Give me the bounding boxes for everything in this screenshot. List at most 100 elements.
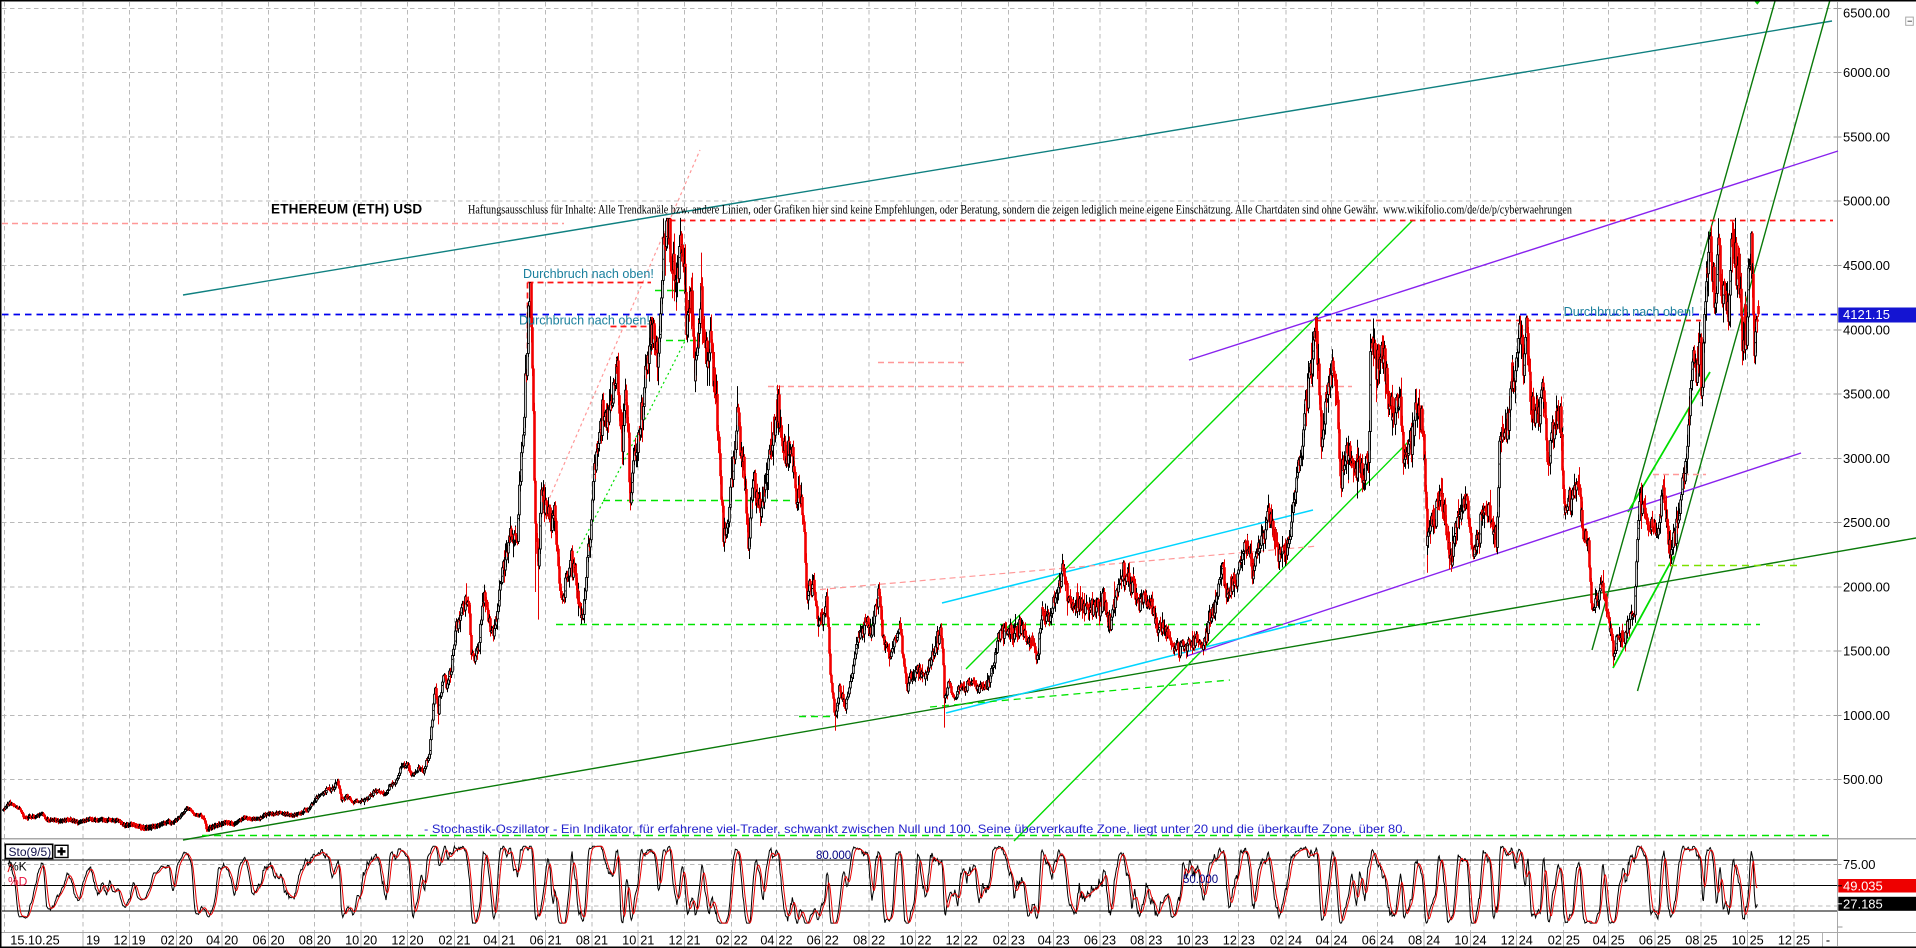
- svg-text:06: 06: [252, 933, 266, 947]
- svg-text:10: 10: [899, 933, 913, 947]
- svg-text:06: 06: [807, 933, 821, 947]
- svg-text:6500.00: 6500.00: [1843, 6, 1890, 21]
- svg-text:24: 24: [1380, 933, 1394, 947]
- svg-text:22: 22: [734, 933, 748, 947]
- svg-text:08: 08: [299, 933, 313, 947]
- svg-text:25: 25: [1750, 933, 1764, 947]
- svg-text:06: 06: [1084, 933, 1098, 947]
- svg-text:50.000: 50.000: [1183, 874, 1218, 886]
- svg-text:2000.00: 2000.00: [1843, 579, 1890, 594]
- svg-text:12: 12: [668, 933, 682, 947]
- svg-text:3000.00: 3000.00: [1843, 451, 1890, 466]
- svg-text:%D: %D: [8, 875, 28, 889]
- svg-text:49.035: 49.035: [1843, 878, 1883, 893]
- svg-text:- Stochastik-Oszillator - Ein: - Stochastik-Oszillator - Ein Indikator,…: [424, 822, 1406, 836]
- svg-text:23: 23: [1011, 933, 1025, 947]
- svg-text:5000.00: 5000.00: [1843, 194, 1890, 209]
- svg-text:21: 21: [548, 933, 562, 947]
- svg-text:%K: %K: [8, 860, 27, 874]
- svg-text:02: 02: [438, 933, 452, 947]
- svg-text:02: 02: [1270, 933, 1284, 947]
- svg-text:5500.00: 5500.00: [1843, 130, 1890, 145]
- svg-text:04: 04: [1038, 933, 1052, 947]
- svg-text:08: 08: [1685, 933, 1699, 947]
- svg-text:-: -: [1826, 933, 1830, 947]
- svg-text:06: 06: [530, 933, 544, 947]
- svg-text:21: 21: [501, 933, 515, 947]
- svg-text:24: 24: [1472, 933, 1486, 947]
- svg-text:24: 24: [1426, 933, 1440, 947]
- svg-text:20: 20: [317, 933, 331, 947]
- svg-text:10: 10: [622, 933, 636, 947]
- svg-text:04: 04: [206, 933, 220, 947]
- svg-text:25: 25: [1566, 933, 1580, 947]
- svg-text:24: 24: [1519, 933, 1533, 947]
- svg-text:4500.00: 4500.00: [1843, 258, 1890, 273]
- svg-text:21: 21: [687, 933, 701, 947]
- svg-text:02: 02: [716, 933, 730, 947]
- svg-text:21: 21: [594, 933, 608, 947]
- svg-text:25: 25: [1657, 933, 1671, 947]
- svg-text:4000.00: 4000.00: [1843, 322, 1890, 337]
- svg-text:23: 23: [1056, 933, 1070, 947]
- svg-text:6000.00: 6000.00: [1843, 65, 1890, 80]
- svg-text:27.185: 27.185: [1843, 896, 1883, 911]
- svg-text:ETHEREUM (ETH) USD: ETHEREUM (ETH) USD: [271, 202, 422, 217]
- svg-text:4121.15: 4121.15: [1843, 307, 1890, 322]
- svg-text:19: 19: [86, 933, 100, 947]
- svg-text:Durchbruch nach oben!: Durchbruch nach oben!: [523, 267, 654, 281]
- svg-text:20: 20: [224, 933, 238, 947]
- svg-text:04: 04: [1593, 933, 1607, 947]
- svg-text:08: 08: [853, 933, 867, 947]
- svg-text:04: 04: [760, 933, 774, 947]
- svg-text:500.00: 500.00: [1843, 772, 1883, 787]
- svg-text:12: 12: [1778, 933, 1792, 947]
- svg-text:15.10.25: 15.10.25: [10, 933, 59, 947]
- svg-text:04: 04: [1315, 933, 1329, 947]
- svg-text:23: 23: [1102, 933, 1116, 947]
- svg-text:20: 20: [409, 933, 423, 947]
- svg-text:23: 23: [1195, 933, 1209, 947]
- svg-text:20: 20: [363, 933, 377, 947]
- svg-text:08: 08: [576, 933, 590, 947]
- svg-text:04: 04: [483, 933, 497, 947]
- svg-text:12: 12: [946, 933, 960, 947]
- svg-text:21: 21: [640, 933, 654, 947]
- svg-text:25: 25: [1611, 933, 1625, 947]
- svg-text:25: 25: [1703, 933, 1717, 947]
- svg-text:80.000: 80.000: [816, 850, 851, 862]
- svg-text:02: 02: [1548, 933, 1562, 947]
- svg-text:10: 10: [1176, 933, 1190, 947]
- svg-text:22: 22: [825, 933, 839, 947]
- svg-text:22: 22: [964, 933, 978, 947]
- svg-text:02: 02: [993, 933, 1007, 947]
- svg-text:3500.00: 3500.00: [1843, 387, 1890, 402]
- svg-text:06: 06: [1639, 933, 1653, 947]
- svg-text:19: 19: [132, 933, 146, 947]
- svg-text:10: 10: [1732, 933, 1746, 947]
- svg-text:Durchbruch nach oben!: Durchbruch nach oben!: [519, 314, 650, 328]
- svg-text:1000.00: 1000.00: [1843, 708, 1890, 723]
- svg-text:08: 08: [1408, 933, 1422, 947]
- svg-text:75.00: 75.00: [1843, 857, 1876, 872]
- svg-text:24: 24: [1288, 933, 1302, 947]
- svg-text:06: 06: [1362, 933, 1376, 947]
- svg-text:22: 22: [778, 933, 792, 947]
- svg-text:12: 12: [391, 933, 405, 947]
- svg-text:Sto(9/5): Sto(9/5): [9, 845, 52, 859]
- svg-text:23: 23: [1148, 933, 1162, 947]
- svg-text:08: 08: [1130, 933, 1144, 947]
- svg-text:24: 24: [1334, 933, 1348, 947]
- svg-text:1500.00: 1500.00: [1843, 644, 1890, 659]
- svg-text:22: 22: [871, 933, 885, 947]
- svg-text:12: 12: [113, 933, 127, 947]
- svg-text:20: 20: [179, 933, 193, 947]
- svg-text:Haftungsausschluss für Inhalte: Haftungsausschluss für Inhalte: Alle Tre…: [468, 203, 1572, 217]
- svg-text:10: 10: [345, 933, 359, 947]
- svg-text:23: 23: [1241, 933, 1255, 947]
- svg-text:2500.00: 2500.00: [1843, 515, 1890, 530]
- svg-text:10: 10: [1454, 933, 1468, 947]
- svg-text:Durchbruch nach oben!: Durchbruch nach oben!: [1564, 305, 1695, 319]
- svg-text:20: 20: [271, 933, 285, 947]
- svg-text:25: 25: [1796, 933, 1810, 947]
